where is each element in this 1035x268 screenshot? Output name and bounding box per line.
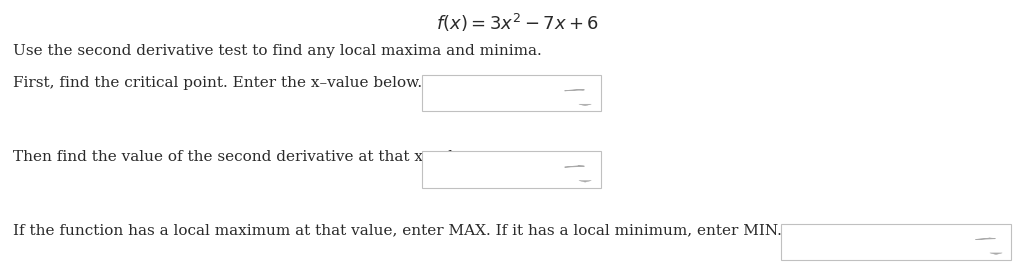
Text: If the function has a local maximum at that value, enter MAX. If it has a local : If the function has a local maximum at t…: [13, 224, 782, 238]
Polygon shape: [579, 181, 591, 182]
Bar: [781, 224, 1011, 260]
Polygon shape: [989, 253, 1002, 255]
Text: First, find the critical point. Enter the x–value below.: First, find the critical point. Enter th…: [13, 76, 422, 90]
Polygon shape: [565, 166, 584, 167]
Text: Then find the value of the second derivative at that x–values.: Then find the value of the second deriva…: [13, 150, 485, 164]
Polygon shape: [579, 104, 591, 106]
Text: $f(x) = 3x^2 - 7x + 6$: $f(x) = 3x^2 - 7x + 6$: [436, 12, 599, 34]
Polygon shape: [988, 238, 996, 239]
Bar: [422, 75, 601, 111]
Bar: [422, 151, 601, 188]
Text: Use the second derivative test to find any local maxima and minima.: Use the second derivative test to find a…: [13, 44, 542, 58]
Polygon shape: [565, 90, 584, 91]
Polygon shape: [976, 238, 995, 240]
